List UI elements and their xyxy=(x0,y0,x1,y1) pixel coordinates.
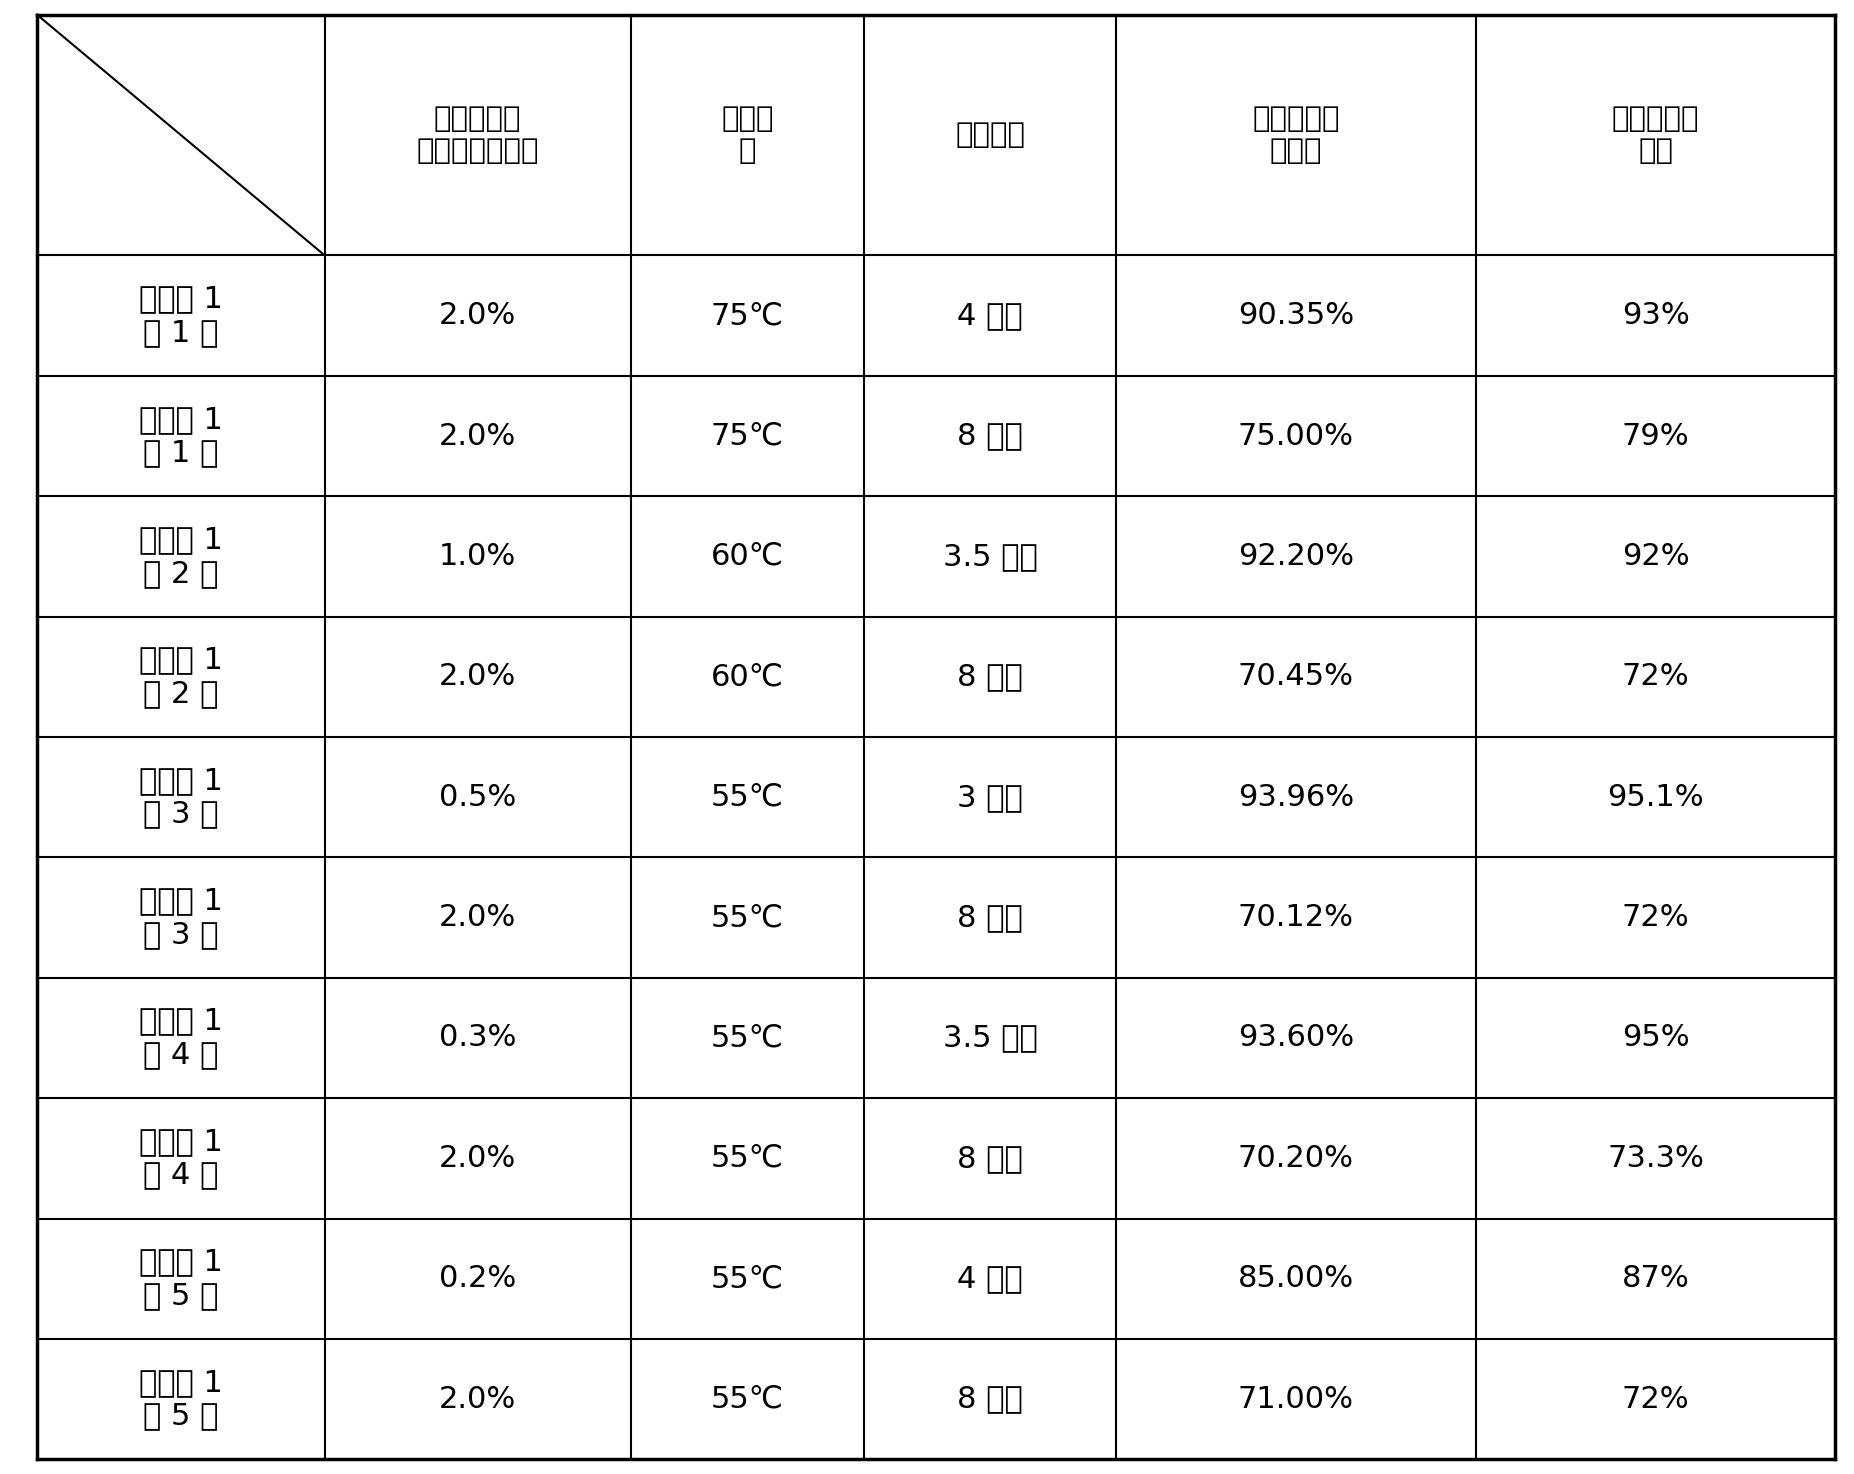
Text: 3.5 小时: 3.5 小时 xyxy=(944,1023,1038,1052)
Text: 73.3%: 73.3% xyxy=(1607,1144,1704,1173)
Text: 实施例 1
第 3 组: 实施例 1 第 3 组 xyxy=(139,766,222,828)
Text: 85.00%: 85.00% xyxy=(1238,1265,1353,1293)
Text: 2.0%: 2.0% xyxy=(439,904,515,932)
Text: 55℃: 55℃ xyxy=(710,1023,784,1052)
Text: 实施例 1
第 1 组: 实施例 1 第 1 组 xyxy=(139,284,222,346)
Text: 95%: 95% xyxy=(1622,1023,1689,1052)
Text: 3.5 小时: 3.5 小时 xyxy=(944,542,1038,570)
Text: 72%: 72% xyxy=(1622,662,1689,691)
Text: 90.35%: 90.35% xyxy=(1238,301,1353,330)
Text: 脂肪酸甲酯
转化率: 脂肪酸甲酯 转化率 xyxy=(1251,105,1340,165)
Text: 催化剂用量
（占油脂重量）: 催化剂用量 （占油脂重量） xyxy=(417,105,540,165)
Text: 60℃: 60℃ xyxy=(710,662,784,691)
Text: 实施例 1
第 5 组: 实施例 1 第 5 组 xyxy=(139,1247,222,1310)
Text: 93.96%: 93.96% xyxy=(1238,783,1353,812)
Text: 3 小时: 3 小时 xyxy=(957,783,1023,812)
Text: 1.0%: 1.0% xyxy=(439,542,515,570)
Text: 55℃: 55℃ xyxy=(710,904,784,932)
Text: 实施例 1
第 2 组: 实施例 1 第 2 组 xyxy=(139,525,222,588)
Text: 实施例 1
第 4 组: 实施例 1 第 4 组 xyxy=(139,1007,222,1069)
Text: 75℃: 75℃ xyxy=(710,422,784,451)
Text: 8 小时: 8 小时 xyxy=(957,1144,1023,1173)
Text: 75.00%: 75.00% xyxy=(1238,422,1353,451)
Text: 对比例 1
第 3 组: 对比例 1 第 3 组 xyxy=(139,886,222,949)
Text: 4 小时: 4 小时 xyxy=(957,301,1023,330)
Text: 2.0%: 2.0% xyxy=(439,301,515,330)
Text: 8 小时: 8 小时 xyxy=(957,422,1023,451)
Text: 8 小时: 8 小时 xyxy=(957,1384,1023,1414)
Text: 70.20%: 70.20% xyxy=(1238,1144,1353,1173)
Text: 70.12%: 70.12% xyxy=(1238,904,1353,932)
Text: 55℃: 55℃ xyxy=(710,1384,784,1414)
Text: 8 小时: 8 小时 xyxy=(957,662,1023,691)
Text: 2.0%: 2.0% xyxy=(439,662,515,691)
Text: 79%: 79% xyxy=(1622,422,1689,451)
Text: 55℃: 55℃ xyxy=(710,783,784,812)
Text: 对比例 1
第 5 组: 对比例 1 第 5 组 xyxy=(139,1368,222,1430)
Text: 55℃: 55℃ xyxy=(710,1144,784,1173)
Text: 反应时间: 反应时间 xyxy=(955,121,1025,149)
Text: 92%: 92% xyxy=(1622,542,1689,570)
Text: 4 小时: 4 小时 xyxy=(957,1265,1023,1293)
Text: 93%: 93% xyxy=(1622,301,1689,330)
Text: 70.45%: 70.45% xyxy=(1238,662,1353,691)
Text: 0.2%: 0.2% xyxy=(439,1265,515,1293)
Text: 87%: 87% xyxy=(1622,1265,1689,1293)
Text: 75℃: 75℃ xyxy=(710,301,784,330)
Text: 0.5%: 0.5% xyxy=(439,783,515,812)
Text: 93.60%: 93.60% xyxy=(1238,1023,1353,1052)
Text: 72%: 72% xyxy=(1622,1384,1689,1414)
Text: 8 小时: 8 小时 xyxy=(957,904,1023,932)
Text: 0.3%: 0.3% xyxy=(439,1023,517,1052)
Text: 对比例 1
第 1 组: 对比例 1 第 1 组 xyxy=(139,405,222,467)
Text: 对比例 1
第 2 组: 对比例 1 第 2 组 xyxy=(139,646,222,708)
Text: 反应温
度: 反应温 度 xyxy=(721,105,773,165)
Text: 脂肪酸甲酯
收率: 脂肪酸甲酯 收率 xyxy=(1611,105,1700,165)
Text: 对比例 1
第 4 组: 对比例 1 第 4 组 xyxy=(139,1128,222,1190)
Text: 92.20%: 92.20% xyxy=(1238,542,1353,570)
Text: 2.0%: 2.0% xyxy=(439,1384,515,1414)
Text: 60℃: 60℃ xyxy=(710,542,784,570)
Text: 2.0%: 2.0% xyxy=(439,422,515,451)
Text: 71.00%: 71.00% xyxy=(1238,1384,1353,1414)
Text: 55℃: 55℃ xyxy=(710,1265,784,1293)
Text: 95.1%: 95.1% xyxy=(1607,783,1704,812)
Text: 2.0%: 2.0% xyxy=(439,1144,515,1173)
Text: 72%: 72% xyxy=(1622,904,1689,932)
